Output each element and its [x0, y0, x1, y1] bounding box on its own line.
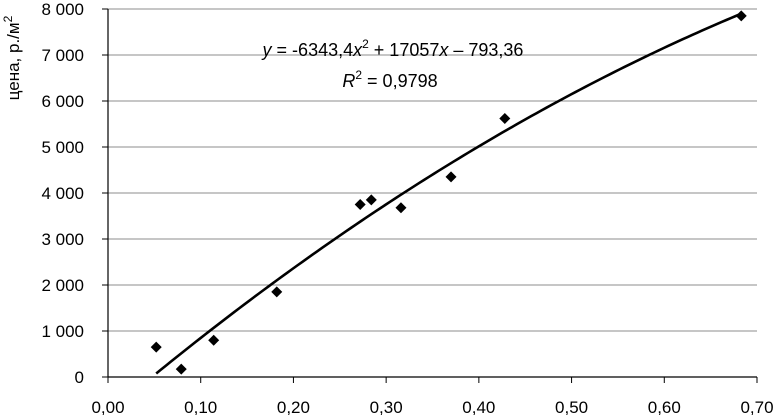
- x-tick-label: 0,30: [370, 398, 403, 415]
- data-point: [365, 194, 377, 206]
- r-squared-label: R2 = 0,9798: [342, 68, 437, 91]
- trendline-group: [155, 12, 742, 375]
- y-tick-label: 4 000: [41, 184, 84, 203]
- x-tick-label: 0,70: [740, 398, 773, 415]
- y-tick-label: 1 000: [41, 322, 84, 341]
- data-point: [445, 171, 457, 183]
- y-tick-label: 5 000: [41, 138, 84, 157]
- data-point: [208, 334, 220, 346]
- y-tick-label: 6 000: [41, 92, 84, 111]
- y-tick-label: 0: [75, 368, 84, 387]
- trendline: [155, 12, 742, 375]
- trendline-equation: y = -6343,4x2 + 17057x – 793,36: [261, 37, 524, 60]
- x-tick-label: 0,20: [277, 398, 310, 415]
- y-axis-title: цена, р./м2: [1, 15, 23, 100]
- y-tick-label: 3 000: [41, 230, 84, 249]
- data-point: [735, 10, 747, 22]
- data-point: [354, 199, 366, 210]
- ticks: 0 1 000 2 000 3 000 4 000 5 000 6 000 7 000 8 00…: [41, 0, 773, 415]
- y-tick-label: 8 000: [41, 0, 84, 19]
- x-tick-label: 0,10: [184, 398, 217, 415]
- x-tick-label: 0,50: [555, 398, 588, 415]
- data-point: [150, 341, 162, 353]
- data-point: [395, 202, 407, 214]
- data-point: [271, 286, 283, 298]
- x-tick-label: 0,00: [91, 398, 124, 415]
- x-tick-label: 0,40: [462, 398, 495, 415]
- x-tick-label: 0,60: [648, 398, 681, 415]
- data-points: [150, 10, 747, 375]
- y-tick-label: 2 000: [41, 276, 84, 295]
- y-tick-label: 7 000: [41, 46, 84, 65]
- gridlines: [108, 8, 757, 332]
- data-point: [175, 363, 187, 375]
- data-point: [499, 112, 511, 124]
